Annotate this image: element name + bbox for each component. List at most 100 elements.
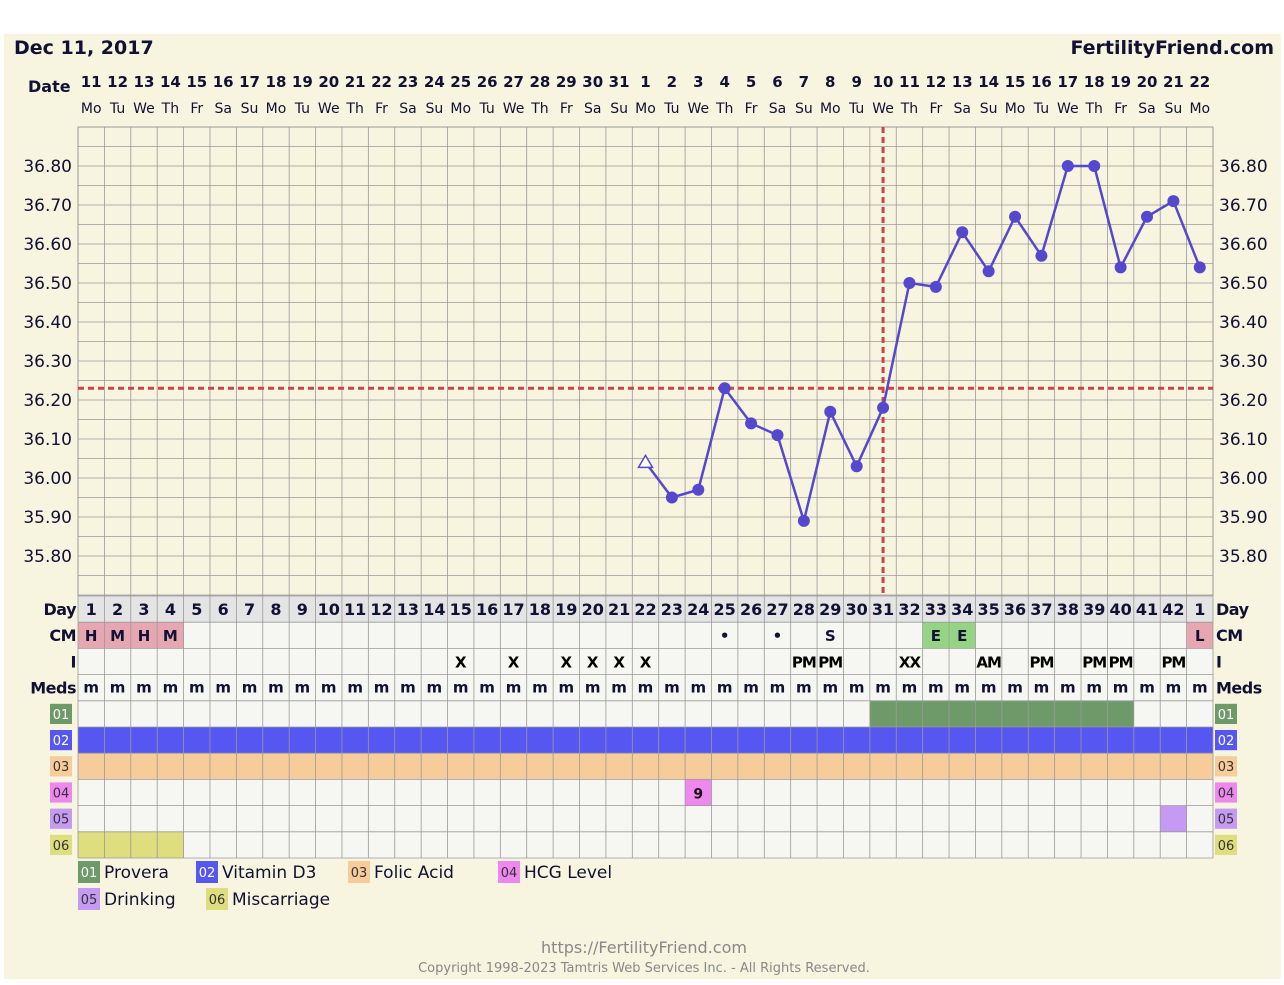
legend-code: 03 — [351, 866, 368, 881]
date-label: 13 — [134, 73, 155, 91]
temperature-point — [1088, 160, 1101, 172]
meds-cell-text: m — [136, 679, 152, 697]
weekday-label: Fr — [1114, 101, 1127, 117]
intercourse-cell-text: X — [640, 653, 652, 671]
weekday-label: Th — [161, 101, 179, 117]
cycle-day-label: 39 — [1083, 600, 1105, 619]
row-background — [78, 779, 1213, 806]
meds-cell-text: m — [110, 679, 126, 697]
cycle-day-label: 17 — [502, 600, 524, 619]
y-tick-label-left: 36.30 — [23, 352, 72, 372]
cm-highlight-cell — [1186, 622, 1213, 649]
temperature-point-open — [637, 453, 654, 469]
date-label: 11 — [81, 73, 102, 91]
meds-cell-text: m — [163, 679, 179, 697]
legend-label: Drinking — [104, 890, 176, 910]
meds-cell-text: m — [532, 679, 548, 697]
weekday-label: Su — [980, 101, 998, 117]
date-label: 28 — [529, 73, 550, 91]
cycle-day-label: 12 — [370, 600, 392, 619]
weekday-label: We — [872, 101, 894, 117]
cycle-day-label: 30 — [846, 600, 868, 619]
date-label: 31 — [609, 73, 630, 91]
meds-cell-text: m — [1139, 679, 1155, 697]
date-label: 14 — [160, 73, 181, 91]
weekday-label: Sa — [769, 101, 786, 117]
date-label: 30 — [582, 73, 603, 91]
date-label: 4 — [719, 73, 729, 91]
cm-cell-text: E — [957, 627, 967, 645]
chart-date-title: Dec 11, 2017 — [14, 37, 154, 59]
med-code-badge-right — [1215, 756, 1237, 777]
date-label: 20 — [1137, 73, 1158, 91]
temperature-point — [982, 265, 995, 278]
cycle-day-label: 36 — [1004, 600, 1026, 619]
cycle-day-label: 28 — [793, 600, 815, 619]
footer-copyright: Copyright 1998-2023 Tamtris Web Services… — [418, 961, 870, 976]
date-label: 19 — [1110, 73, 1131, 91]
legend-label: Folic Acid — [374, 863, 454, 883]
cycle-day-label: 5 — [191, 600, 202, 619]
y-tick-label-left: 36.50 — [23, 274, 72, 294]
cm-cell-text: L — [1195, 627, 1205, 645]
date-label: 3 — [693, 73, 703, 91]
date-label: 17 — [1057, 73, 1078, 91]
legend-swatch — [348, 861, 370, 883]
date-label: 14 — [978, 73, 999, 91]
temperature-point — [824, 405, 837, 418]
row-background — [78, 596, 1213, 623]
meds-cell-text: m — [928, 679, 944, 697]
site-name: FertilityFriend.com — [1070, 37, 1274, 59]
legend-swatch — [206, 888, 228, 910]
legend-label: Vitamin D3 — [222, 863, 316, 883]
meds-cell-text: m — [295, 679, 311, 697]
intercourse-cell-text: XX — [899, 653, 922, 671]
meds-cell-text: m — [822, 679, 838, 697]
y-tick-label-right: 36.70 — [1219, 196, 1268, 216]
med-bar — [78, 753, 1213, 780]
row-background — [78, 831, 1213, 858]
date-label: 24 — [424, 73, 445, 91]
date-label: 11 — [899, 73, 920, 91]
cycle-day-label: 35 — [978, 600, 1000, 619]
date-label: 10 — [873, 73, 894, 91]
weekday-label: Th — [900, 101, 918, 117]
temperature-point — [797, 514, 810, 527]
weekday-label: Tu — [1033, 101, 1049, 117]
weekday-label: Mo — [81, 101, 102, 117]
med-code-badge-right-text: 02 — [1218, 734, 1235, 749]
row-background — [78, 805, 1213, 832]
legend-code: 01 — [81, 866, 98, 881]
legend-code: 02 — [199, 866, 216, 881]
meds-cell-text: m — [638, 679, 654, 697]
date-label: 12 — [925, 73, 946, 91]
med-code-badge-left-text: 03 — [53, 760, 70, 775]
meds-row-label-right: Meds — [1216, 679, 1262, 698]
meds-cell-text: m — [83, 679, 99, 697]
cycle-day-label: 1 — [1194, 600, 1205, 619]
meds-cell-text: m — [849, 679, 865, 697]
cycle-day-label: 25 — [714, 600, 736, 619]
weekday-label: Sa — [399, 101, 416, 117]
med-code-badge-left — [50, 808, 72, 829]
date-label: 16 — [213, 73, 234, 91]
weekday-label: Su — [610, 101, 628, 117]
intercourse-row-label-right: I — [1216, 652, 1221, 671]
cm-row-label: CM — [49, 626, 76, 645]
cycle-day-label: 32 — [898, 600, 920, 619]
cycle-day-label: 14 — [423, 600, 445, 619]
cycle-day-label: 4 — [165, 600, 176, 619]
y-tick-label-right: 36.50 — [1219, 274, 1268, 294]
temperature-point — [771, 429, 784, 442]
weekday-label: We — [687, 101, 709, 117]
meds-cell-text: m — [427, 679, 443, 697]
meds-cell-text: m — [954, 679, 970, 697]
meds-cell-text: m — [875, 679, 891, 697]
weekday-label: Mo — [1005, 101, 1026, 117]
date-label: 29 — [556, 73, 577, 91]
date-row-label: Date — [28, 77, 71, 96]
legend-swatch — [78, 861, 100, 883]
y-tick-label-right: 36.00 — [1219, 469, 1268, 489]
y-tick-label-left: 36.10 — [23, 430, 72, 450]
